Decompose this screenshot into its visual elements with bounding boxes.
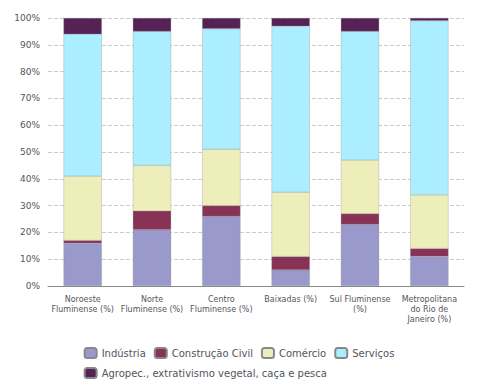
- svg-text:Fluminense (%): Fluminense (%): [121, 305, 183, 314]
- svg-text:Indústria: Indústria: [102, 348, 146, 359]
- svg-text:Agropec., extrativismo vegetal: Agropec., extrativismo vegetal, caça e p…: [102, 368, 327, 379]
- svg-text:Serviços: Serviços: [352, 348, 394, 359]
- svg-text:Sul Fluminense: Sul Fluminense: [330, 295, 391, 304]
- svg-text:Fluminense (%): Fluminense (%): [51, 305, 113, 314]
- svg-text:60%: 60%: [20, 120, 40, 130]
- svg-text:40%: 40%: [20, 174, 40, 184]
- svg-text:do Rio de: do Rio de: [410, 305, 448, 314]
- svg-text:0%: 0%: [26, 281, 41, 291]
- svg-text:30%: 30%: [20, 201, 40, 211]
- svg-text:80%: 80%: [20, 67, 40, 77]
- svg-text:Centro: Centro: [208, 295, 235, 304]
- svg-text:Baixadas (%): Baixadas (%): [264, 295, 317, 304]
- svg-text:Noroeste: Noroeste: [65, 295, 101, 304]
- svg-text:Fluminense (%): Fluminense (%): [190, 305, 252, 314]
- svg-text:Comércio: Comércio: [279, 348, 326, 359]
- svg-text:100%: 100%: [14, 13, 40, 23]
- svg-text:Norte: Norte: [141, 295, 163, 304]
- svg-text:70%: 70%: [20, 93, 40, 103]
- svg-text:(%): (%): [353, 305, 367, 314]
- svg-text:Janeiro (%): Janeiro (%): [406, 315, 451, 324]
- svg-text:Metropolitana: Metropolitana: [402, 295, 457, 304]
- svg-text:50%: 50%: [20, 147, 40, 157]
- svg-text:10%: 10%: [20, 254, 40, 264]
- svg-text:Construção Civil: Construção Civil: [172, 348, 253, 359]
- svg-text:20%: 20%: [20, 227, 40, 237]
- svg-text:90%: 90%: [20, 40, 40, 50]
